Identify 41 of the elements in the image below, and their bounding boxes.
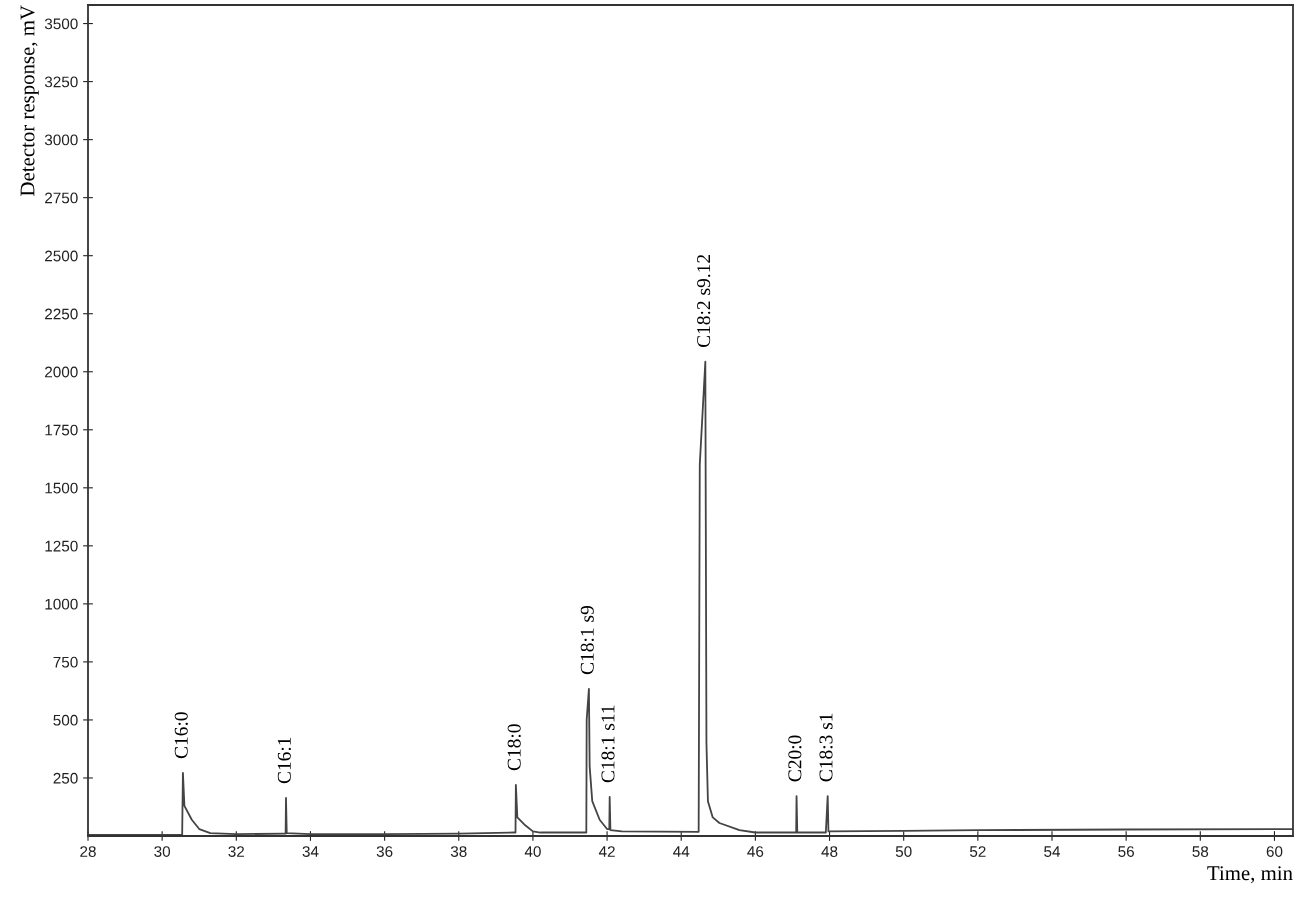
x-tick-label: 52: [969, 846, 986, 857]
x-tick-label: 28: [80, 846, 96, 857]
x-tick-label: 56: [1118, 846, 1134, 857]
x-tick-label: 30: [154, 846, 171, 857]
y-tick-label: 2750: [45, 192, 78, 204]
x-tick-label: 60: [1266, 846, 1283, 857]
y-tick-label: 250: [53, 772, 78, 784]
annotation: C18:1 s11: [601, 705, 615, 783]
y-tick-label: 1250: [45, 540, 78, 552]
x-tick-label: 40: [524, 846, 541, 857]
y-tick-label: 3500: [44, 18, 78, 30]
y-tick-label: 2000: [45, 366, 78, 378]
x-tick-label: 34: [302, 846, 319, 857]
y-tick-label: 3250: [44, 76, 78, 88]
x-tick-label: 46: [747, 846, 764, 857]
annotation: C18:1 s9: [580, 606, 594, 675]
x-tick-label: 58: [1192, 846, 1209, 857]
y-tick-label: 1500: [45, 482, 78, 494]
x-tick-label: 42: [598, 846, 615, 857]
y-tick-label: 2500: [45, 250, 78, 262]
annotation: C18:2 s9.12: [697, 254, 711, 348]
y-tick-label: 750: [53, 656, 78, 668]
y-tick-label: 3000: [44, 134, 78, 146]
x-axis-title: Time, min: [1207, 866, 1293, 884]
x-tick-label: 36: [376, 846, 393, 857]
x-tick-label: 38: [450, 846, 467, 857]
x-tick-label: 50: [895, 846, 912, 857]
annotation: C18:0: [507, 724, 521, 771]
x-tick-label: 32: [228, 846, 245, 857]
x-tick-label: 48: [821, 846, 838, 857]
annotation: C16:0: [174, 712, 188, 759]
annotation: C16:1: [277, 737, 291, 784]
x-tick-label: 54: [1044, 846, 1061, 857]
annotation: C20:0: [788, 735, 802, 782]
y-tick-label: 1000: [45, 598, 78, 610]
y-axis-title: Detector response, mV: [20, 5, 39, 196]
y-tick-label: 1750: [45, 424, 78, 436]
x-tick-label: 44: [673, 846, 690, 857]
y-tick-label: 500: [53, 714, 78, 726]
annotation: C18:3 s1: [819, 713, 833, 782]
y-tick-label: 2250: [45, 308, 78, 320]
